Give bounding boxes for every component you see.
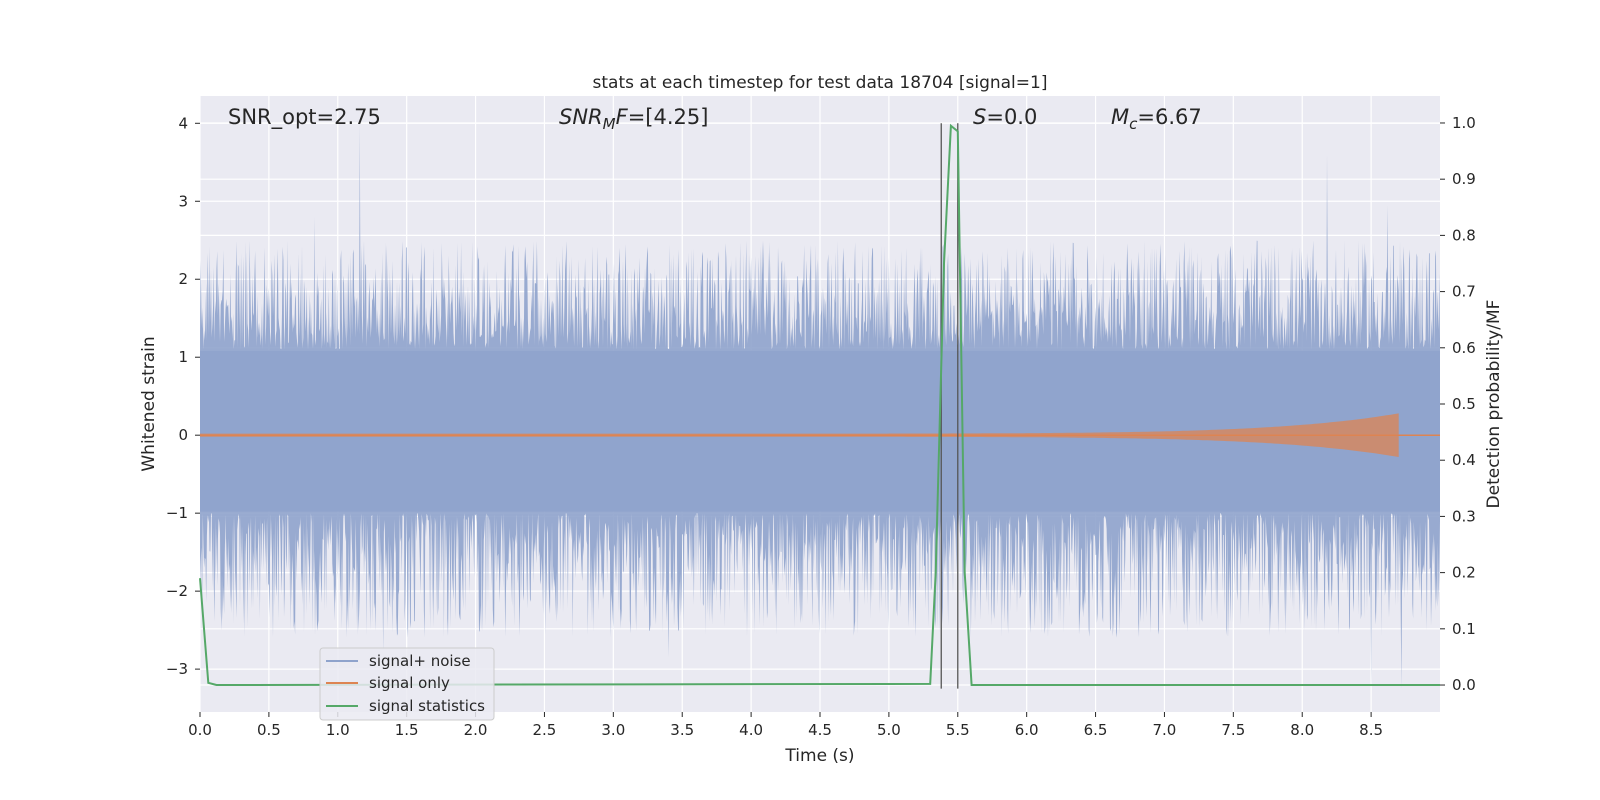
legend-label-signal-noise: signal+ noise: [369, 652, 471, 670]
x-tick-label: 4.5: [808, 721, 832, 739]
y-axis-ticks: 4 3 2 1 0 −1 −2 −3: [166, 114, 200, 678]
y-tick-label: 3: [178, 192, 188, 210]
y-right-tick-label: 0.1: [1452, 620, 1476, 638]
y-right-tick-label: 0.4: [1452, 451, 1476, 469]
x-tick-label: 7.0: [1153, 721, 1177, 739]
y-tick-label: −2: [166, 582, 188, 600]
legend-box: [319, 647, 495, 721]
x-tick-label: 6.0: [1015, 721, 1039, 739]
y-tick-label: 4: [178, 114, 188, 132]
x-tick-label: 4.0: [739, 721, 763, 739]
x-tick-label: 2.0: [464, 721, 488, 739]
annotation-snr-opt: SNR_opt=2.75: [228, 105, 381, 130]
x-tick-label: 8.0: [1290, 721, 1314, 739]
series-signal-statistics: [199, 123, 1440, 687]
y-tick-label: 0: [178, 426, 188, 444]
x-axis-label: Time (s): [784, 746, 854, 766]
x-tick-label: 0.0: [188, 721, 212, 739]
y-tick-label: −1: [166, 504, 188, 522]
y-right-tick-label: 1.0: [1452, 114, 1476, 132]
y-tick-label: 2: [178, 270, 188, 288]
x-tick-label: 3.5: [670, 721, 694, 739]
y-right-tick-label: 0.6: [1452, 339, 1476, 357]
x-tick-label: 5.0: [877, 721, 901, 739]
x-tick-label: 7.5: [1221, 721, 1245, 739]
vertical-markers: [940, 123, 959, 689]
x-tick-label: 1.5: [395, 721, 419, 739]
x-tick-label: 3.0: [601, 721, 625, 739]
y-axis-right-label: Detection probability/MF: [1484, 300, 1504, 509]
y-tick-label: −3: [166, 660, 188, 678]
x-tick-label: 2.5: [533, 721, 557, 739]
chart-title: stats at each timestep for test data 187…: [593, 73, 1048, 93]
legend-label-signal-only: signal only: [369, 674, 450, 692]
x-tick-label: 6.5: [1084, 721, 1108, 739]
y-right-tick-label: 0.9: [1452, 170, 1476, 188]
x-tick-label: 8.5: [1359, 721, 1383, 739]
x-tick-label: 1.0: [326, 721, 350, 739]
x-tick-label: 5.5: [946, 721, 970, 739]
x-axis-ticks: 0.0 0.5 1.0 1.5 2.0 2.5 3.0 3.5 4.0 4.5 5.0 5.5 6.0 6…: [188, 712, 1383, 739]
y-axis-right-ticks: 1.0 0.9 0.8 0.7 0.6 0.5 0.4 0.3 0.2 0.1 0.0: [1440, 114, 1476, 694]
y-tick-label: 1: [178, 348, 188, 366]
y-right-tick-label: 0.0: [1452, 676, 1476, 694]
y-axis-label: Whitened strain: [139, 336, 159, 471]
y-right-tick-label: 0.5: [1452, 395, 1476, 413]
series-signal-only: [200, 413, 1440, 457]
legend-label-signal-statistics: signal statistics: [369, 697, 485, 715]
y-right-tick-label: 0.7: [1452, 283, 1476, 301]
y-right-tick-label: 0.2: [1452, 564, 1476, 582]
x-tick-label: 0.5: [257, 721, 281, 739]
annotation-mc: Mc=6.67: [1111, 105, 1202, 133]
annotation-s: S=0.0: [973, 105, 1037, 129]
y-right-tick-label: 0.3: [1452, 507, 1476, 525]
legend: signal+ noise signal only signal statist…: [319, 647, 495, 721]
signal-statistics-line: [199, 123, 1440, 687]
y-right-tick-label: 0.8: [1452, 226, 1476, 244]
annotation-snr-mf: SNRMF=[4.25]: [559, 105, 708, 133]
